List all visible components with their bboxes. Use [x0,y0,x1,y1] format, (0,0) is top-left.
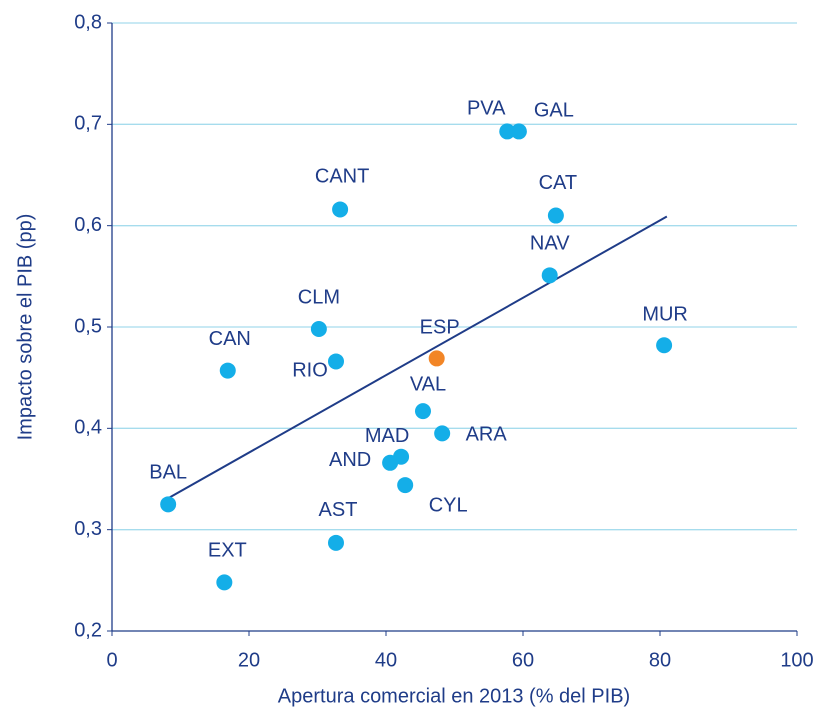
point-label: ARA [466,424,508,446]
point-label: CYL [429,494,468,516]
point [414,403,431,420]
point [656,337,673,354]
y-tick-label: 0,2 [74,619,102,641]
point [434,425,451,442]
trend-line [167,215,668,500]
point [327,353,344,370]
point-label: GAL [534,100,574,122]
point [216,574,233,591]
point [510,123,527,140]
point [393,448,410,465]
y-tick-label: 0,5 [74,315,102,337]
x-tick-label: 0 [106,649,117,671]
x-tick-label: 20 [238,649,260,671]
point-label: BAL [149,462,187,484]
point [397,477,414,494]
point [428,350,445,367]
x-axis-title: Apertura comercial en 2013 (% del PIB) [278,685,630,707]
y-tick-label: 0,3 [74,518,102,540]
y-tick-label: 0,7 [74,113,102,135]
y-tick-label: 0,6 [74,214,102,236]
point [160,496,177,513]
point [310,321,327,338]
point-label: NAV [530,233,570,255]
point [332,201,349,218]
x-tick-label: 60 [512,649,534,671]
point-label: CANT [315,166,369,188]
point-label: ESP [420,317,460,339]
point-label: CAT [539,172,578,194]
point-label: RIO [292,360,328,382]
point-label: AND [329,449,371,471]
point-label: CLM [298,286,340,308]
y-tick-label: 0,8 [74,11,102,33]
point [219,362,236,379]
point [547,207,564,224]
y-tick-label: 0,4 [74,417,102,439]
x-tick-label: 100 [780,649,813,671]
point-label: AST [319,499,358,521]
x-tick-label: 40 [375,649,397,671]
point-label: PVA [467,98,506,120]
point-label: EXT [208,540,247,562]
y-axis-title: Impacto sobre el PIB (pp) [14,214,36,441]
point-label: CAN [209,328,251,350]
point [541,267,558,284]
point-label: VAL [410,373,446,395]
point [499,123,516,140]
point [327,534,344,551]
point-label: MUR [642,304,688,326]
x-tick-label: 80 [649,649,671,671]
point-label: MAD [365,425,409,447]
